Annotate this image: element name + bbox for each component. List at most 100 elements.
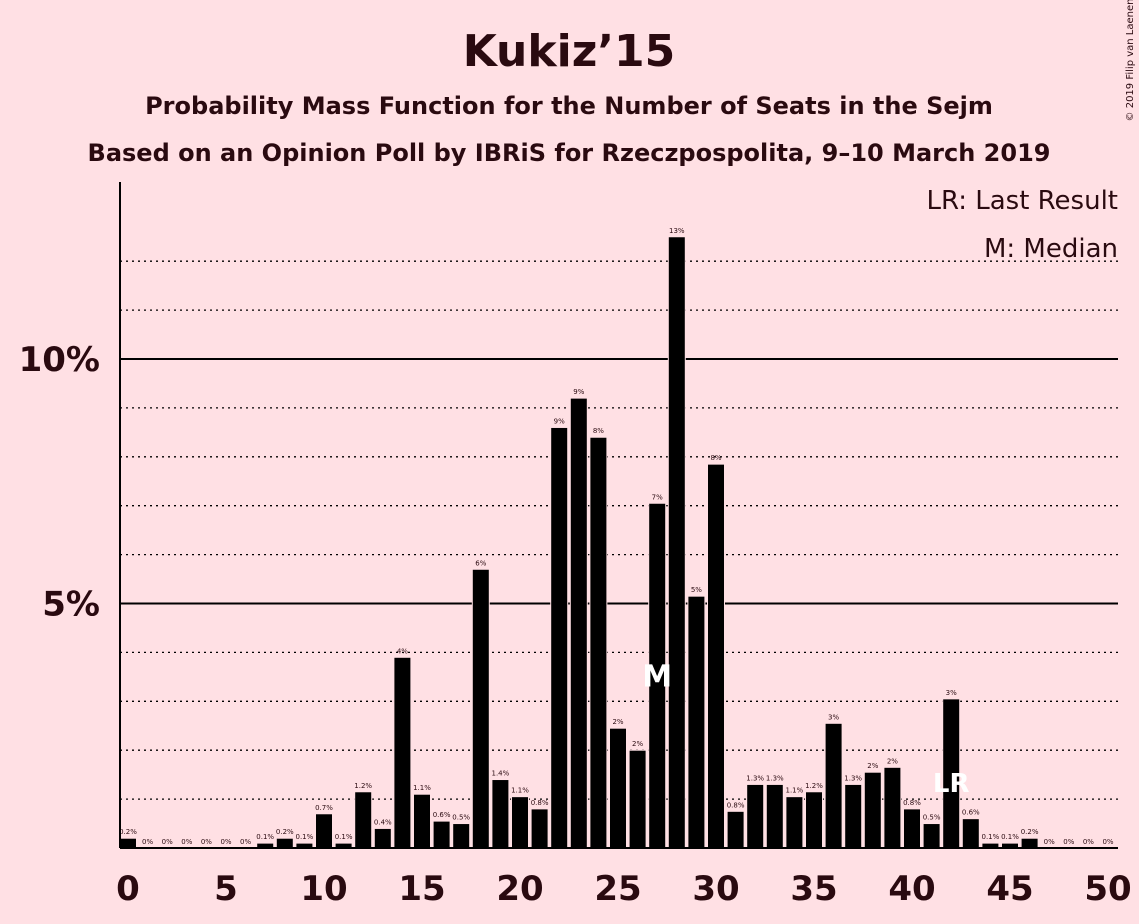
bar-label-30: 8% [710,454,721,462]
bar-30 [707,463,725,849]
copyright-note: © 2019 Filip van Laenen [1125,0,1136,121]
bar-26 [628,749,647,849]
x-tick-label-0: 0 [116,869,140,909]
bar-label-4: 0% [201,838,212,846]
x-tick-label-15: 15 [398,869,445,909]
bar-34 [785,796,804,849]
chart-subtitle-source: Based on an Opinion Poll by IBRiS for Rz… [88,139,1051,167]
bar-32 [746,783,765,849]
bar-label-13: 0.4% [374,818,392,826]
bar-14 [393,656,412,849]
bar-13 [373,827,392,849]
bar-label-31: 0.8% [727,801,745,809]
bar-label-0: 0.2% [119,828,137,836]
bar-21 [530,808,549,849]
bar-38 [863,771,882,849]
y-tick-label-10: 10% [19,340,100,380]
bar-label-17: 0.5% [452,814,470,822]
x-tick-label-35: 35 [790,869,837,909]
bar-33 [765,783,784,849]
bar-40 [903,808,921,849]
bar-label-25: 2% [612,718,623,726]
bar-22 [550,426,569,849]
bar-label-49: 0% [1083,838,1094,846]
bar-label-40: 0.8% [903,799,921,807]
bar-label-37: 1.3% [844,774,862,782]
y-tick-label-5: 5% [42,585,100,625]
bar-label-19: 1.4% [492,770,510,778]
bar-label-23: 9% [573,388,584,396]
x-tick-label-45: 45 [986,869,1033,909]
bar-label-12: 1.2% [354,782,372,790]
bar-37 [844,783,863,849]
bar-28 [667,236,686,849]
x-tick-label-5: 5 [214,869,238,909]
bar-label-27: 7% [652,493,663,501]
bar-label-26: 2% [632,740,643,748]
bar-36 [824,722,843,849]
bar-label-29: 5% [691,586,702,594]
bar-20 [511,796,529,849]
x-tick-label-30: 30 [692,869,739,909]
bar-label-42: 3% [946,689,957,697]
bar-43 [961,818,980,849]
median-marker: M [642,660,672,695]
bar-label-3: 0% [181,838,192,846]
bar-label-2: 0% [162,838,173,846]
bar-value-labels: 0.2%0% 0% 0% 0% 0% 0%0.1%0.2%0.1%0.7%0.1%1.2%… [119,227,1114,846]
bar-16 [432,820,451,849]
bar-label-1: 0% [142,838,153,846]
bar-10 [315,813,333,849]
bar-label-6: 0% [240,838,251,846]
bar-12 [354,791,373,849]
bar-label-50: 0% [1102,838,1113,846]
chart-title: Kukiz’15 [463,26,676,77]
bar-label-44: 0.1% [982,833,1000,841]
x-tick-label-50: 50 [1084,869,1131,909]
bar-label-9: 0.1% [296,833,314,841]
bar-24 [589,436,608,849]
bar-label-16: 0.6% [433,811,451,819]
axes: 0 5 10 15 20 25 30 35 40 45 50 5% 10% [19,182,1132,909]
bar-label-22: 9% [554,417,565,425]
bar-label-11: 0.1% [335,833,353,841]
bar-label-32: 1.3% [746,774,764,782]
bar-17 [452,823,471,849]
bar-label-35: 1.2% [805,782,823,790]
bar-label-20: 1.1% [511,787,529,795]
bar-label-41: 0.5% [923,814,941,822]
bar-18 [471,568,490,849]
legend-last-result: LR: Last Result [926,186,1118,216]
bars [119,236,1039,849]
bar-label-38: 2% [867,762,878,770]
bar-35 [805,791,823,849]
x-tick-label-10: 10 [300,869,347,909]
bar-label-18: 6% [475,559,486,567]
markers: M LR [642,660,969,799]
bar-label-7: 0.1% [256,833,274,841]
x-tick-label-20: 20 [496,869,543,909]
bar-label-5: 0% [220,838,231,846]
bar-label-28: 13% [669,227,685,235]
bar-46 [1020,837,1039,849]
bar-15 [413,793,431,849]
bar-label-8: 0.2% [276,828,294,836]
bar-label-45: 0.1% [1001,833,1019,841]
bar-29 [687,595,706,849]
bar-label-24: 8% [593,427,604,435]
bar-41 [922,823,941,849]
bar-label-21: 0.8% [531,799,549,807]
bar-label-36: 3% [828,713,839,721]
bar-label-33: 1.3% [766,774,784,782]
bar-label-34: 1.1% [786,787,804,795]
bar-label-14: 4% [397,647,408,655]
x-tick-label-40: 40 [888,869,935,909]
bar-label-10: 0.7% [315,804,333,812]
bar-39 [883,766,902,849]
bar-25 [609,727,627,849]
bar-31 [726,810,745,849]
bar-0 [119,837,137,849]
bar-label-48: 0% [1063,838,1074,846]
x-tick-label-25: 25 [594,869,641,909]
